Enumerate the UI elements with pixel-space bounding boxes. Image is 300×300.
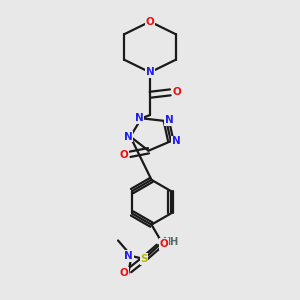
Text: O: O	[172, 87, 181, 98]
Text: N: N	[135, 113, 143, 123]
Text: O: O	[146, 16, 154, 27]
Text: N: N	[165, 115, 174, 125]
Text: O: O	[160, 239, 169, 249]
Text: N: N	[172, 136, 181, 146]
Text: N: N	[124, 251, 133, 261]
Text: N: N	[146, 68, 154, 77]
Text: N: N	[124, 132, 132, 142]
Text: O: O	[120, 150, 128, 160]
Text: S: S	[140, 254, 148, 264]
Text: NH: NH	[162, 237, 178, 247]
Text: O: O	[119, 268, 128, 278]
